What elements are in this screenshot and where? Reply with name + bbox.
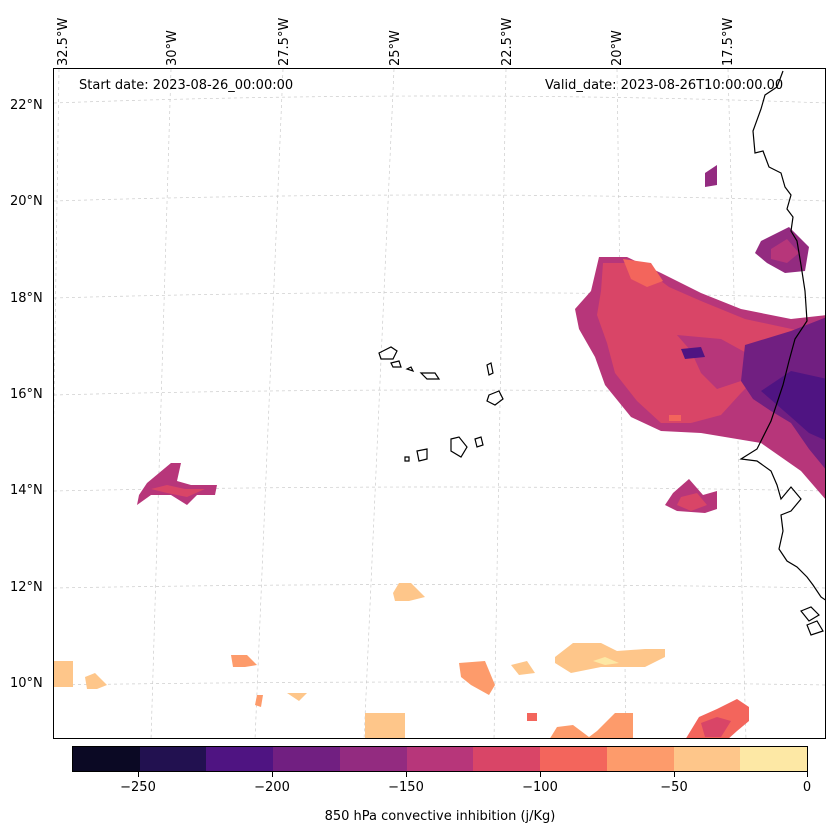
colorbar-tick-label: 0 — [802, 780, 812, 795]
gridline-lon-25w — [363, 69, 395, 738]
lon-label-32-5w: 32.5°W — [56, 17, 71, 66]
start-date-label: Start date: 2023-08-26_00:00:00 — [79, 78, 294, 93]
valid-date-label: Valid_date: 2023-08-26T10:00:00.00 — [545, 78, 784, 93]
graticule — [54, 69, 825, 738]
island-brava — [404, 456, 410, 462]
cin-patch-10n-g-core — [593, 657, 619, 665]
island-santo-antao — [378, 346, 398, 360]
cin-patch-10n-west — [54, 661, 73, 687]
cin-patch-10n-c — [255, 695, 263, 707]
lat-label-14n: 14°N — [10, 483, 43, 498]
colorbar-segment — [473, 747, 541, 771]
gridline-lon-20w — [616, 69, 627, 738]
cin-field-main — [575, 165, 825, 513]
cape-verde-islands — [378, 346, 504, 462]
cin-patch-12n — [393, 583, 425, 601]
colorbar-segment — [139, 747, 207, 771]
gridline-lat-18n — [54, 292, 825, 299]
cin-patch-10n-d — [287, 693, 307, 701]
lat-label-16n: 16°N — [10, 387, 43, 402]
colorbar-tick-label: −150 — [388, 780, 424, 795]
colorbar-title: 850 hPa convective inhibition (j/Kg) — [324, 809, 556, 824]
colorbar-tick — [138, 772, 139, 777]
cin-patch-far-north — [705, 165, 717, 187]
cin-region-east-strongest — [761, 371, 825, 441]
lat-label-22n: 22°N — [10, 98, 43, 113]
colorbar-segment — [206, 747, 274, 771]
coastline-bijagos — [800, 606, 820, 622]
lat-label-12n: 12°N — [10, 580, 43, 595]
gridline-lon-22-5w — [493, 69, 507, 738]
africa-coastline — [739, 70, 825, 601]
island-maio — [474, 436, 484, 448]
cin-patch-14n-west — [137, 463, 217, 505]
colorbar-segment — [606, 747, 674, 771]
gridline-lat-22n — [54, 95, 825, 104]
colorbar-tick-label: −250 — [120, 780, 156, 795]
colorbar-segment — [540, 747, 607, 771]
lon-label-27-5w: 27.5°W — [277, 17, 292, 66]
island-sao-vicente — [390, 360, 402, 368]
colorbar-tick — [406, 772, 407, 777]
lon-label-17-5w: 17.5°W — [721, 17, 736, 66]
colorbar-tick-label: −200 — [254, 780, 290, 795]
colorbar-tick — [272, 772, 273, 777]
lon-label-22-5w: 22.5°W — [500, 17, 515, 66]
island-boa-vista — [486, 390, 504, 406]
cin-patch-10n-b — [231, 655, 257, 667]
colorbar-segment — [406, 747, 474, 771]
lat-label-10n: 10°N — [10, 676, 43, 691]
cin-patch-10n-e — [459, 661, 495, 695]
cin-patch-10n-f — [511, 661, 535, 675]
cin-field-west — [137, 463, 217, 505]
colorbar-tick-label: −100 — [522, 780, 558, 795]
gridline-lat-10n — [54, 681, 825, 686]
colorbar — [72, 746, 808, 772]
cin-field-south — [54, 583, 749, 738]
cin-blob-small — [681, 347, 705, 359]
cin-region-main-peak — [623, 259, 663, 287]
lon-label-30w: 30°W — [165, 30, 180, 66]
gridline-lat-12n — [54, 584, 825, 589]
island-santa-luzia — [405, 366, 415, 373]
lat-label-20n: 20°N — [10, 194, 43, 209]
cin-blob-orange — [669, 415, 681, 421]
colorbar-segment — [273, 747, 340, 771]
island-sao-nicolau — [419, 372, 441, 380]
colorbar-segment — [73, 747, 140, 771]
cin-patch-10n-west-small — [85, 673, 107, 689]
cin-patch-9n-d-core — [701, 717, 731, 737]
coastline — [739, 70, 825, 636]
island-sal — [486, 362, 494, 376]
gridline-lon-17-5w — [727, 69, 747, 738]
lon-label-25w: 25°W — [388, 30, 403, 66]
lat-label-18n: 18°N — [10, 291, 43, 306]
coastline-islet — [806, 620, 824, 636]
cin-patch-14n-west-core — [151, 485, 205, 497]
map-canvas — [54, 69, 825, 738]
cin-patch-9n-a — [365, 713, 405, 738]
island-fogo — [450, 436, 468, 458]
colorbar-tick — [807, 772, 808, 777]
colorbar-segment — [339, 747, 407, 771]
lon-label-20w: 20°W — [610, 30, 625, 66]
colorbar-tick-label: −50 — [660, 780, 688, 795]
cin-patch-north-coast-core — [771, 239, 799, 263]
cin-patch-9n-b — [527, 713, 537, 721]
cin-patch-9n-c — [550, 713, 633, 738]
colorbar-segment — [740, 747, 808, 771]
colorbar-segment — [673, 747, 741, 771]
colorbar-tick — [674, 772, 675, 777]
map-panel[interactable] — [53, 68, 826, 739]
cin-patch-10n-g — [555, 643, 665, 673]
gridline-lat-20n — [54, 194, 825, 202]
island-santiago — [416, 448, 428, 462]
cin-patch-14n-east-core — [677, 493, 707, 511]
gridline-lon-30w — [150, 69, 172, 738]
colorbar-tick — [540, 772, 541, 777]
gridline-lon-32-5w — [54, 69, 60, 428]
gridline-lon-27-5w — [254, 69, 284, 738]
